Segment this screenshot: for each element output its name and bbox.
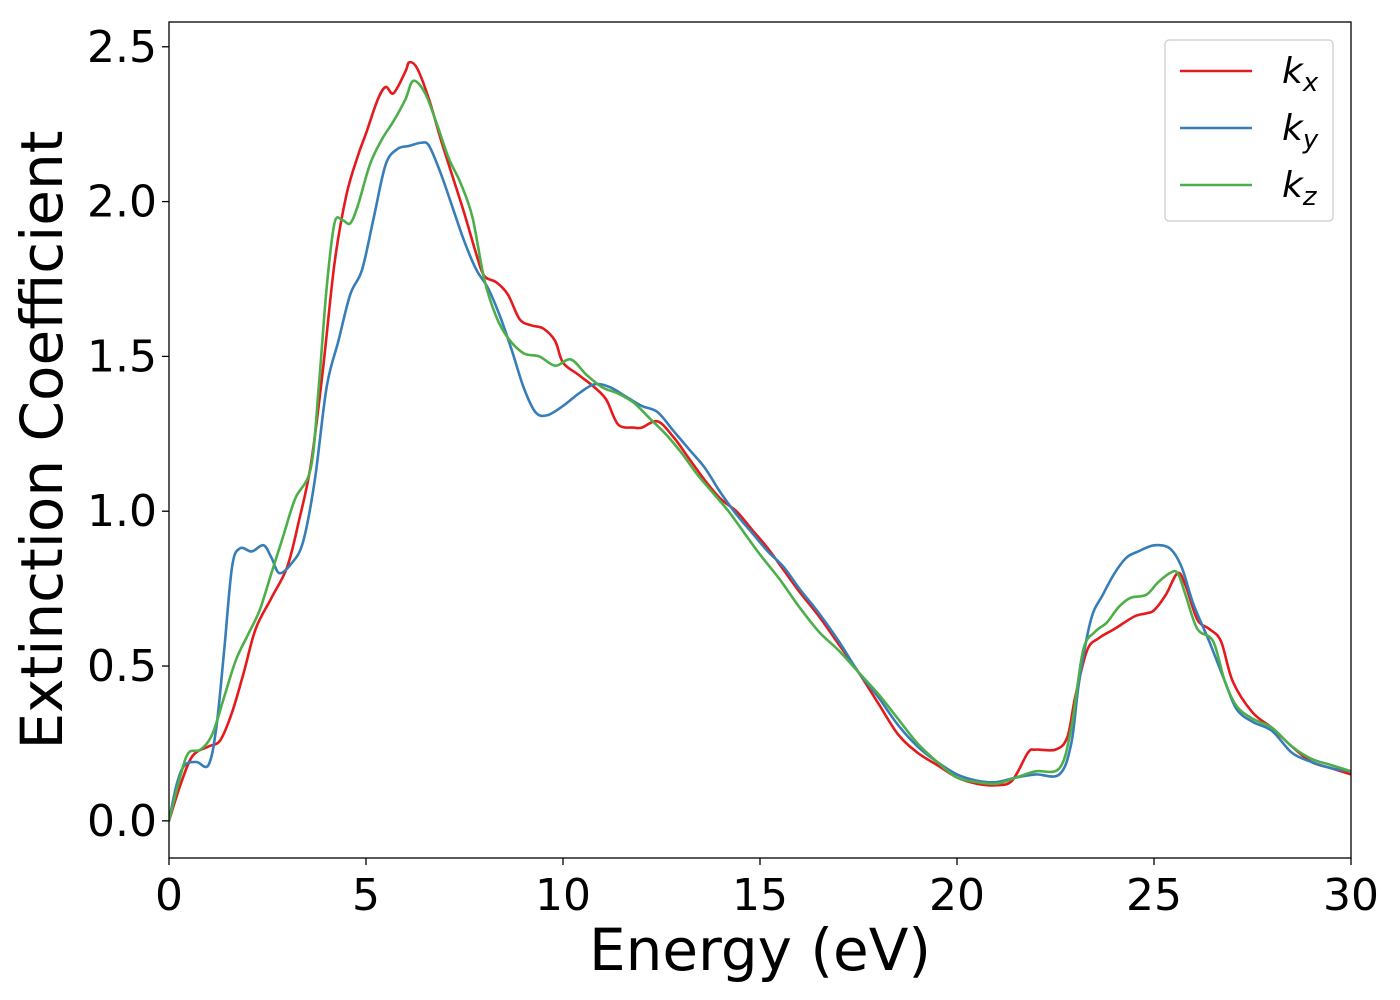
- y-tick-label: 2.5: [87, 22, 157, 73]
- legend-label-k-y: ky: [1282, 108, 1319, 155]
- y-tick-label: 0.5: [87, 641, 157, 692]
- x-tick-label: 20: [929, 870, 985, 921]
- legend-label-k-z: kz: [1282, 165, 1318, 212]
- y-tick-label: 2.0: [87, 177, 157, 228]
- series-line-k-y: [169, 141, 1351, 823]
- x-tick-label: 15: [732, 870, 788, 921]
- x-tick-label: 10: [535, 870, 591, 921]
- x-tick-label: 5: [352, 870, 380, 921]
- series-line-k-x: [169, 60, 1351, 823]
- x-axis-label: Energy (eV): [589, 916, 931, 984]
- x-tick-label: 30: [1323, 870, 1379, 921]
- y-axis-label: Extinction Coefficient: [8, 131, 76, 750]
- legend-box: [1164, 39, 1334, 222]
- series-layer: [169, 60, 1351, 823]
- x-tick-label: 0: [155, 870, 183, 921]
- series-line-k-z: [169, 79, 1351, 823]
- y-tick-label: 1.5: [87, 331, 157, 382]
- y-tick-label: 1.0: [87, 486, 157, 537]
- x-tick-label: 25: [1126, 870, 1182, 921]
- legend: kx ky kz: [1164, 39, 1334, 222]
- legend-label-k-x: kx: [1282, 51, 1319, 98]
- ticks-layer: 0 5 10 15 20 25 30 0.0 0.5 1.0 1.5 2.0 2.5: [87, 22, 1379, 921]
- y-tick-label: 0.0: [87, 796, 157, 847]
